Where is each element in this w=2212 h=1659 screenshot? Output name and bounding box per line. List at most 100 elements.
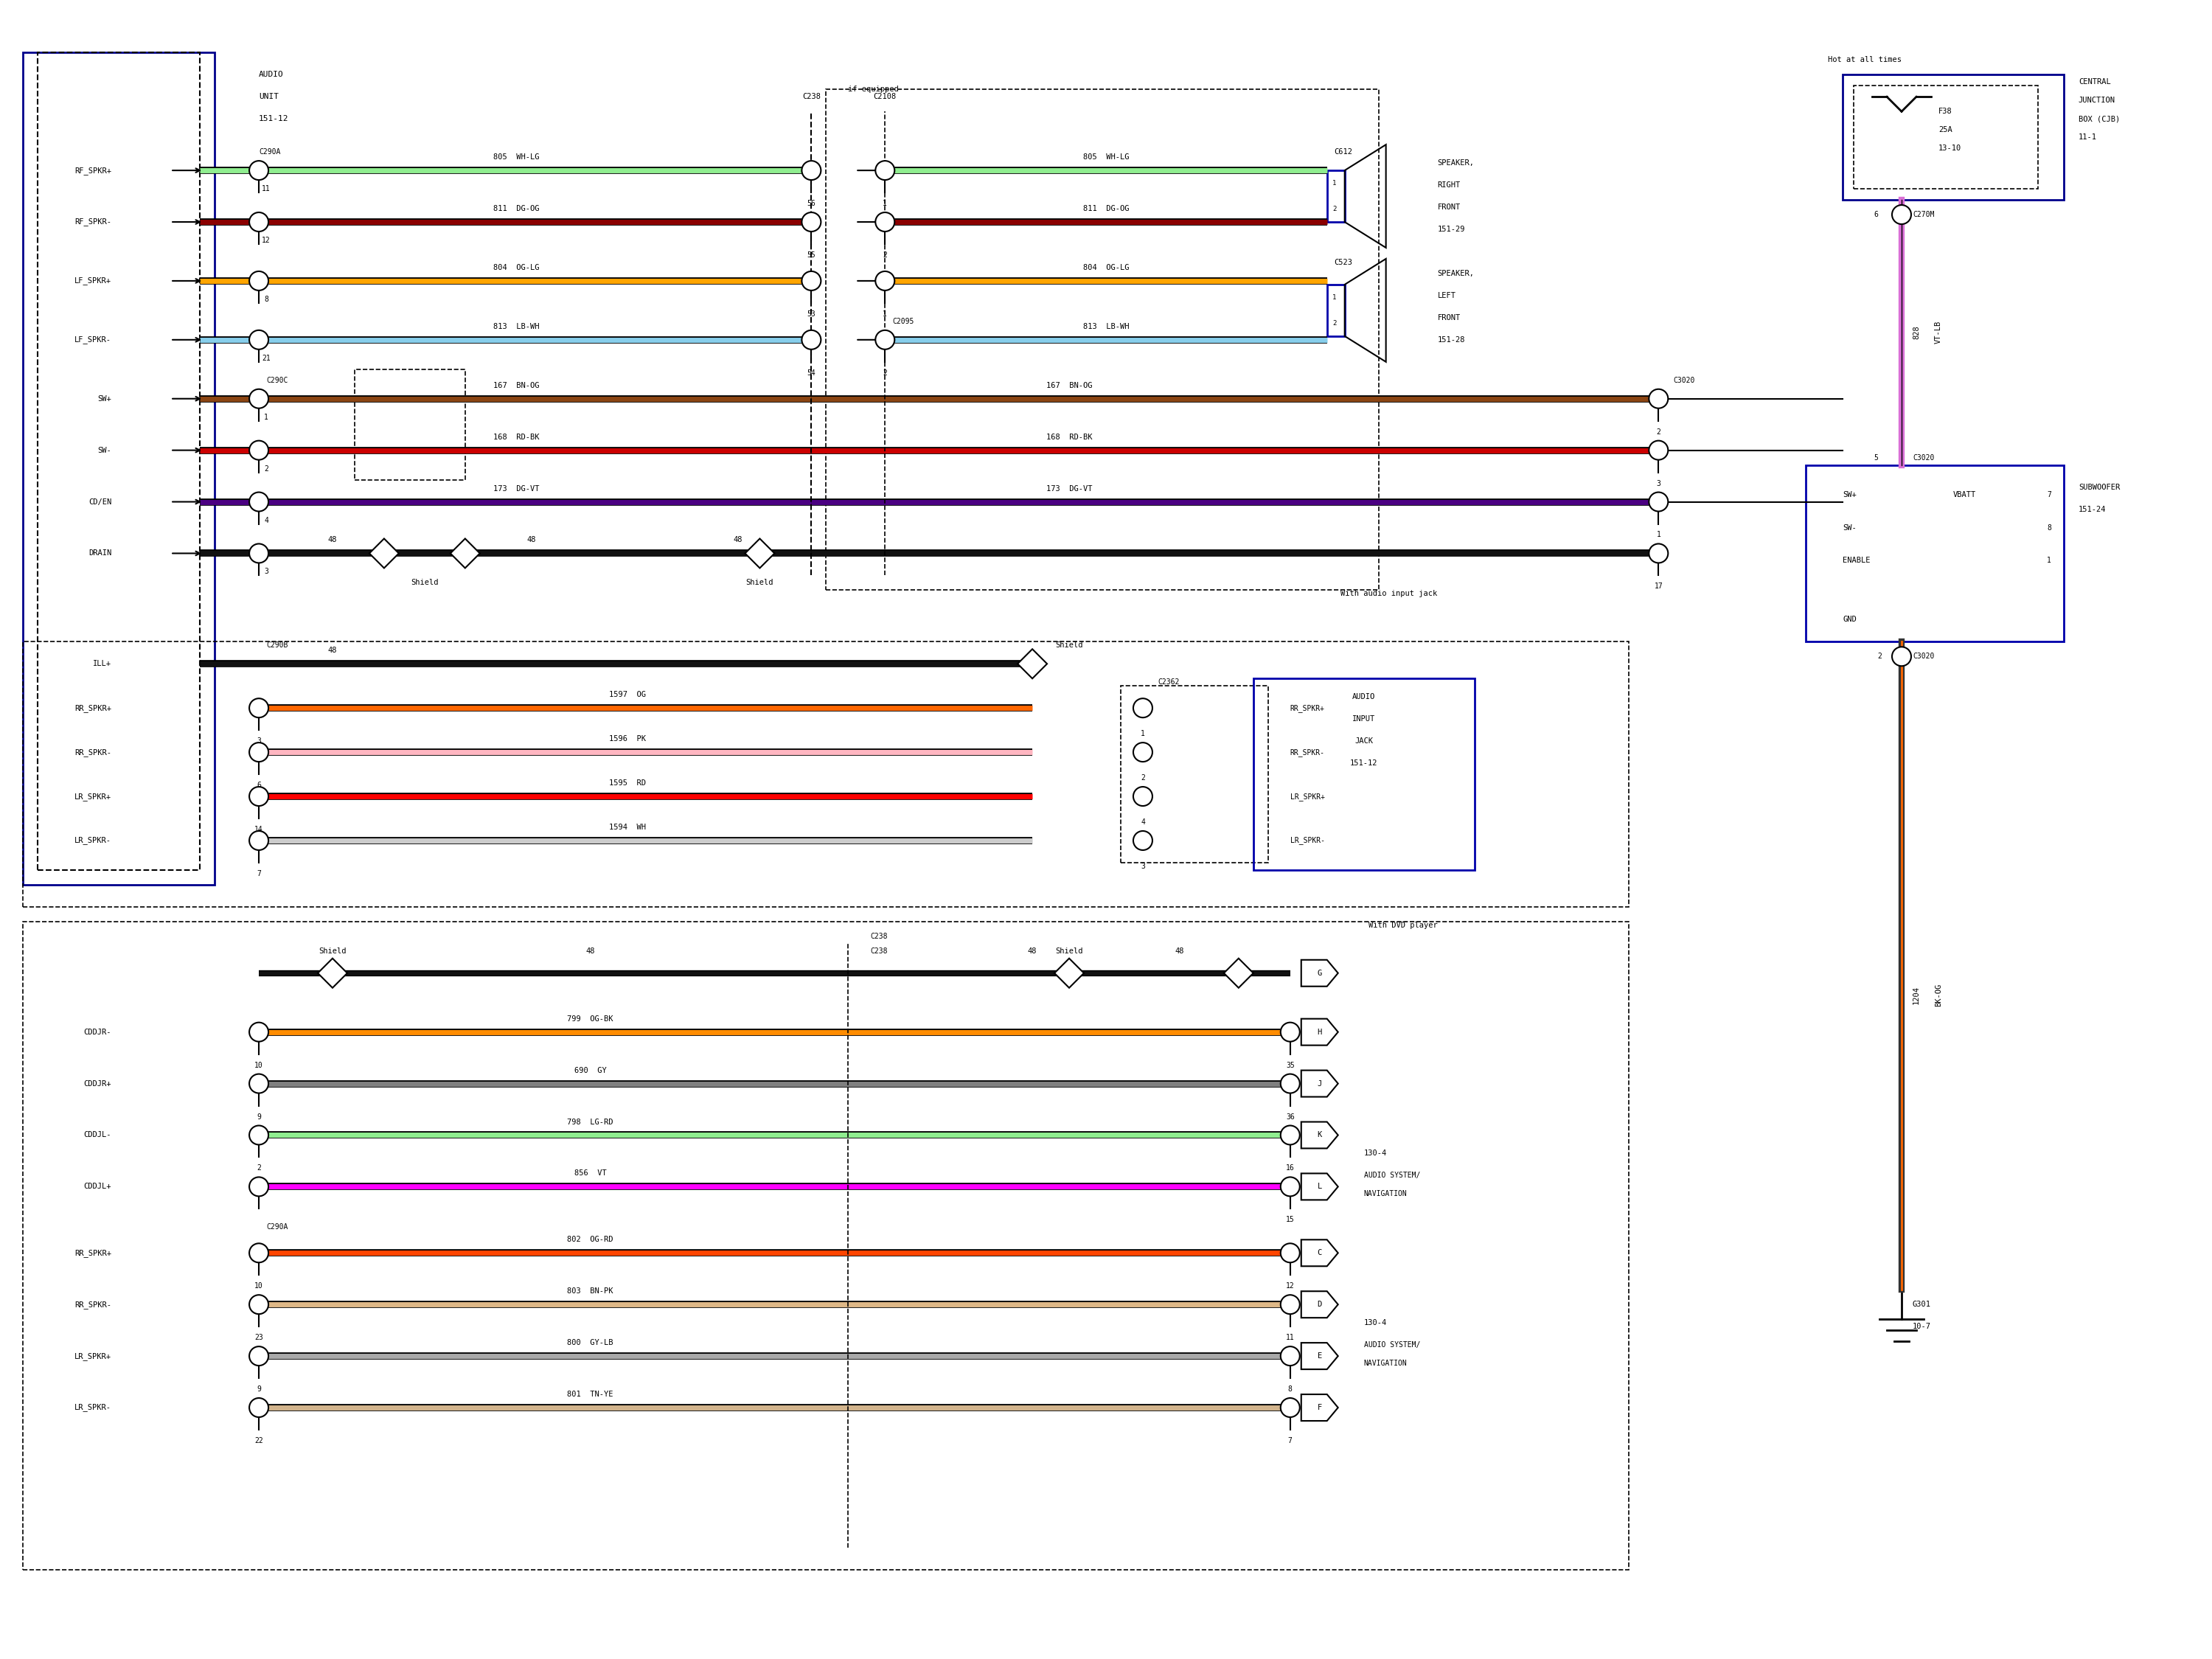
Text: 48: 48 (327, 647, 336, 654)
Text: 35: 35 (1285, 1062, 1294, 1068)
Text: F: F (1318, 1404, 1323, 1412)
Text: C2108: C2108 (874, 93, 896, 101)
Text: CENTRAL: CENTRAL (2079, 78, 2110, 86)
Text: 2: 2 (1657, 428, 1661, 436)
Text: 805  WH-LG: 805 WH-LG (493, 154, 540, 161)
Text: SPEAKER,: SPEAKER, (1438, 159, 1475, 166)
Text: 4: 4 (263, 516, 268, 524)
Text: E: E (1318, 1352, 1323, 1360)
Text: VBATT: VBATT (1953, 491, 1975, 498)
Text: C290A: C290A (265, 1223, 288, 1231)
Text: 11: 11 (1285, 1334, 1294, 1342)
Circle shape (250, 1296, 268, 1314)
Circle shape (250, 161, 268, 179)
Text: BK-OG: BK-OG (1935, 984, 1942, 1007)
Text: 1204: 1204 (1913, 985, 1920, 1004)
Text: 9: 9 (257, 1385, 261, 1394)
Text: 11-1: 11-1 (2079, 134, 2097, 141)
Text: 7: 7 (1287, 1437, 1292, 1445)
Circle shape (250, 441, 268, 460)
Text: C238: C238 (869, 947, 887, 954)
Text: 12: 12 (1285, 1282, 1294, 1289)
Circle shape (250, 831, 268, 849)
Text: CDDJR-: CDDJR- (84, 1029, 111, 1035)
Text: 48: 48 (1175, 947, 1183, 954)
Text: 803  BN-PK: 803 BN-PK (566, 1287, 613, 1296)
Text: 53: 53 (807, 310, 816, 317)
Text: C: C (1318, 1249, 1323, 1256)
Text: 54: 54 (807, 370, 816, 377)
Text: 10: 10 (254, 1282, 263, 1289)
Text: C238: C238 (803, 93, 821, 101)
Text: 23: 23 (254, 1334, 263, 1342)
Text: 21: 21 (261, 355, 270, 362)
Circle shape (1281, 1125, 1301, 1145)
Text: 8: 8 (263, 295, 268, 304)
Text: 811  DG-OG: 811 DG-OG (1084, 206, 1128, 212)
Text: H: H (1318, 1029, 1323, 1035)
Text: RR_SPKR+: RR_SPKR+ (1290, 703, 1325, 712)
Text: 173  DG-VT: 173 DG-VT (493, 484, 540, 493)
Text: C2362: C2362 (1157, 679, 1179, 685)
Text: RR_SPKR-: RR_SPKR- (75, 1301, 111, 1309)
Circle shape (250, 1243, 268, 1262)
Circle shape (801, 330, 821, 350)
Circle shape (1281, 1073, 1301, 1093)
Text: RR_SPKR-: RR_SPKR- (1290, 748, 1325, 757)
Text: C290A: C290A (259, 148, 281, 156)
Polygon shape (1055, 959, 1084, 987)
Text: 6: 6 (1874, 211, 1878, 219)
Text: 1596  PK: 1596 PK (608, 735, 646, 743)
Text: 8: 8 (2046, 524, 2051, 531)
Text: 2: 2 (1878, 652, 1882, 660)
Text: SW-: SW- (97, 446, 111, 455)
Text: 15: 15 (1285, 1216, 1294, 1223)
Text: 6: 6 (257, 781, 261, 790)
Text: 3: 3 (1141, 863, 1146, 869)
Text: 10-7: 10-7 (1913, 1322, 1931, 1331)
Text: Shield: Shield (1055, 642, 1084, 649)
Circle shape (1648, 544, 1668, 562)
Text: 168  RD-BK: 168 RD-BK (493, 433, 540, 441)
Text: 2: 2 (1332, 206, 1336, 212)
Text: INPUT: INPUT (1352, 715, 1376, 723)
Text: 48: 48 (1029, 947, 1037, 954)
Text: FRONT: FRONT (1438, 314, 1460, 322)
Text: ENABLE: ENABLE (1843, 557, 1871, 564)
Text: 151-29: 151-29 (1438, 226, 1464, 232)
Text: G301: G301 (1913, 1301, 1931, 1309)
Polygon shape (1018, 649, 1046, 679)
Text: 2: 2 (883, 370, 887, 377)
Circle shape (250, 1178, 268, 1196)
Text: 11: 11 (261, 186, 270, 192)
Text: 48: 48 (327, 536, 336, 544)
Text: SPEAKER,: SPEAKER, (1438, 270, 1475, 277)
Text: 151-12: 151-12 (1349, 760, 1378, 766)
Text: C523: C523 (1334, 259, 1354, 265)
Text: 828: 828 (1913, 325, 1920, 340)
Text: RF_SPKR+: RF_SPKR+ (75, 166, 111, 174)
Text: 804  OG-LG: 804 OG-LG (493, 264, 540, 272)
Circle shape (1648, 493, 1668, 511)
Text: 1: 1 (883, 199, 887, 207)
Text: 48: 48 (732, 536, 743, 544)
Circle shape (250, 698, 268, 718)
Text: 7: 7 (257, 869, 261, 878)
Text: 813  LB-WH: 813 LB-WH (1084, 324, 1128, 330)
Bar (1327, 285, 1345, 337)
Bar (1805, 465, 2064, 642)
Circle shape (1281, 1347, 1301, 1365)
Text: 1: 1 (1657, 531, 1661, 539)
Text: With DVD player: With DVD player (1369, 921, 1438, 929)
Text: C2095: C2095 (891, 317, 914, 325)
Bar (1854, 86, 2037, 189)
Text: AUDIO SYSTEM/: AUDIO SYSTEM/ (1365, 1171, 1420, 1180)
Text: 7: 7 (2046, 491, 2051, 498)
Text: Shield: Shield (745, 579, 774, 587)
Text: G: G (1318, 969, 1323, 977)
Circle shape (250, 1022, 268, 1042)
Circle shape (1648, 441, 1668, 460)
Text: 130-4: 130-4 (1365, 1319, 1387, 1327)
Text: C270M: C270M (1913, 211, 1933, 219)
Bar (825, 90, 1378, 591)
